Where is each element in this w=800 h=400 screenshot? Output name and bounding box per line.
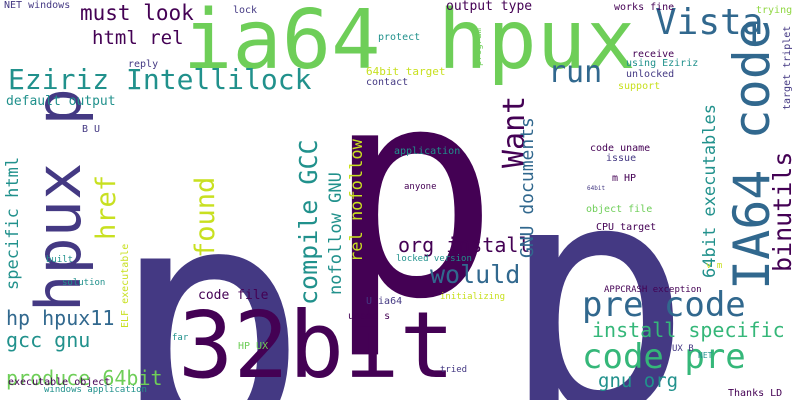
word-vista: Vista xyxy=(655,2,764,43)
word-64bit-small: 64bit xyxy=(587,185,606,192)
word-code-file: code file xyxy=(198,288,269,303)
word-v-m: v m xyxy=(706,261,723,271)
word-href: href xyxy=(91,174,122,240)
word-using-eziriz: using Eziriz xyxy=(626,58,699,69)
word-p-large-center: p xyxy=(325,26,500,363)
word-m-hp: m HP xyxy=(612,173,637,184)
word-p-large-right: p xyxy=(500,114,693,400)
word-reply: reply xyxy=(128,59,159,70)
word-object-file: object file xyxy=(586,204,653,215)
word-hp-ux: HP UX xyxy=(238,341,269,352)
word-produce-64bit: produce 64bit xyxy=(6,366,163,390)
word-u-ia64: U ia64 xyxy=(366,296,403,307)
word-net-windows: NET windows xyxy=(4,0,71,11)
word-built: built xyxy=(46,255,74,265)
word-lock: lock xyxy=(233,5,258,16)
word-net: NET xyxy=(698,351,713,360)
word-code-uname: code uname xyxy=(590,143,651,154)
word-receive: receive xyxy=(632,49,675,60)
word-b-u: B U xyxy=(82,124,101,135)
word-solution: solution xyxy=(62,278,106,288)
word-locked-version: locked version xyxy=(396,254,472,264)
word-html-rel: html rel xyxy=(92,27,184,49)
word-64bit-executables: 64bit executables xyxy=(700,104,720,278)
word-protect: protect xyxy=(378,32,421,43)
word-windows-application: windows application xyxy=(44,385,147,395)
word-program: program xyxy=(474,28,484,66)
word-eziriz-intellilock: Eziriz Intellilock xyxy=(8,63,312,96)
word-trying: trying xyxy=(756,5,793,16)
word-run: run xyxy=(548,55,603,90)
word-application: application xyxy=(394,146,461,157)
word-tried: tried xyxy=(440,365,468,375)
word-unlocked: unlocked xyxy=(626,69,675,80)
word-anyone: anyone xyxy=(404,182,437,192)
word-binutils: binutils xyxy=(768,151,797,272)
word-64bit-target: 64bit target xyxy=(366,65,446,78)
word-appcrash-exception: APPCRASH exception xyxy=(604,285,702,295)
word-gnu-org: gnu org xyxy=(598,370,679,392)
word-support: support xyxy=(618,81,661,92)
word-target-triplet: target triplet xyxy=(782,25,793,110)
word-p-large-left: p xyxy=(110,133,309,400)
word-gcc-gnu: gcc gnu xyxy=(6,328,91,352)
word-specific-html: specific html xyxy=(3,156,23,290)
word-ux-b: UX B xyxy=(672,344,694,354)
word-works-fine: works fine xyxy=(614,2,675,13)
word-install-specific: install specific xyxy=(592,318,785,342)
word-ia64: ia64 xyxy=(183,0,381,88)
word-nofollow-gnu: nofollow GNU xyxy=(326,172,346,295)
word-executable-object: executable object xyxy=(8,377,111,388)
word-rel-nofollow: rel nofollow xyxy=(347,139,367,262)
word-woluld: woluld xyxy=(430,260,521,289)
word-far: far xyxy=(172,333,189,343)
word-initializing: initializing xyxy=(440,292,506,302)
word-elf-executable: ELF executable xyxy=(120,243,131,328)
word-code-pre: code pre xyxy=(582,337,746,377)
word-found: found xyxy=(190,176,221,258)
word-org-install: org install xyxy=(398,233,531,257)
word-contact: contact xyxy=(366,77,409,88)
word-hpux: hpux xyxy=(438,0,636,88)
word-uname-s: uname s xyxy=(348,311,391,322)
word-compile-gcc: compile GCC xyxy=(294,139,323,305)
word-gnu-documents: GNU documents xyxy=(517,117,538,258)
word-output-type: output type xyxy=(446,0,533,14)
word-must-look: must look xyxy=(80,1,194,25)
word-thanks-ld: Thanks LD xyxy=(728,388,783,399)
word-issue: issue xyxy=(606,153,637,164)
word-32bit: 32bit xyxy=(178,292,455,399)
word-pre-code: pre code xyxy=(582,285,746,325)
word-default-output: default output xyxy=(6,94,116,109)
word-cpu-target: CPU target xyxy=(596,222,657,233)
word-hp-hpux11: hp hpux11 xyxy=(6,306,115,330)
